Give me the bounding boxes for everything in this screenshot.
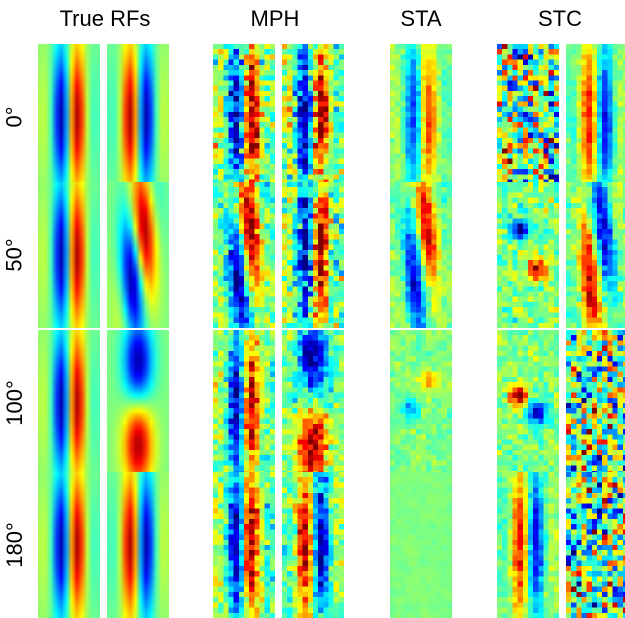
rf-image — [282, 182, 344, 328]
rf-image — [107, 44, 169, 190]
rf-image — [107, 182, 169, 328]
rf-panel-stc-1-row-1 — [497, 44, 559, 190]
rf-panel-stc-2-row-1 — [566, 44, 625, 190]
rf-panel-sta-row-3 — [390, 330, 452, 476]
rf-panel-mph-2-row-2 — [282, 182, 344, 328]
rf-image — [107, 472, 169, 618]
rf-panel-stc-2-row-2 — [566, 182, 625, 328]
rf-image — [566, 472, 625, 618]
rf-image — [390, 44, 452, 190]
rf-image — [566, 182, 625, 328]
rf-panel-stc-2-row-3 — [566, 330, 625, 476]
rf-panel-sta-row-4 — [390, 472, 452, 618]
row-label-0: 0° — [1, 106, 27, 128]
rf-panel-true-rf-1-row-2 — [38, 182, 100, 328]
rf-panel-stc-2-row-4 — [566, 472, 625, 618]
rf-panel-mph-1-row-1 — [213, 44, 275, 190]
rf-panel-stc-1-row-2 — [497, 182, 559, 328]
row-label-50: 50° — [2, 238, 27, 272]
rf-panel-true-rf-2-row-2 — [107, 182, 169, 328]
rf-panel-mph-1-row-4 — [213, 472, 275, 618]
column-header-mph: MPH — [250, 6, 300, 31]
rf-panel-sta-row-2 — [390, 182, 452, 328]
rf-image — [38, 330, 100, 476]
rf-panel-true-rf-1-row-3 — [38, 330, 100, 476]
rf-image — [566, 330, 625, 476]
rf-image — [213, 44, 275, 190]
column-header-stc: STC — [538, 6, 582, 31]
rf-image — [213, 330, 275, 476]
rf-image — [213, 472, 275, 618]
rf-panel-mph-2-row-1 — [282, 44, 344, 190]
rf-panel-true-rf-1-row-1 — [38, 44, 100, 190]
rf-image — [282, 330, 344, 476]
rf-panel-stc-1-row-4 — [497, 472, 559, 618]
rf-image — [390, 182, 452, 328]
rf-panel-true-rf-2-row-1 — [107, 44, 169, 190]
rf-panel-mph-2-row-3 — [282, 330, 344, 476]
rf-panel-true-rf-1-row-4 — [38, 472, 100, 618]
rf-panel-mph-1-row-2 — [213, 182, 275, 328]
rf-image — [497, 44, 559, 190]
rf-image — [38, 472, 100, 618]
column-header-true-rfs: True RFs — [59, 6, 151, 31]
rf-image — [566, 44, 625, 190]
rf-image — [390, 330, 452, 476]
rf-panel-mph-2-row-4 — [282, 472, 344, 618]
rf-panel-true-rf-2-row-3 — [107, 330, 169, 476]
rf-panel-mph-1-row-3 — [213, 330, 275, 476]
column-header-sta: STA — [400, 6, 442, 31]
rf-image — [213, 182, 275, 328]
rf-image — [390, 472, 452, 618]
rf-image — [497, 472, 559, 618]
rf-image — [107, 330, 169, 476]
row-label-180: 180° — [2, 522, 28, 568]
rf-image — [38, 182, 100, 328]
rf-image — [497, 330, 559, 476]
rf-image — [497, 182, 559, 328]
rf-panel-true-rf-2-row-4 — [107, 472, 169, 618]
rf-image — [282, 44, 344, 190]
rf-panel-stc-1-row-3 — [497, 330, 559, 476]
rf-image — [282, 472, 344, 618]
row-label-100: 100° — [2, 380, 28, 426]
rf-panel-sta-row-1 — [390, 44, 452, 190]
rf-image — [38, 44, 100, 190]
